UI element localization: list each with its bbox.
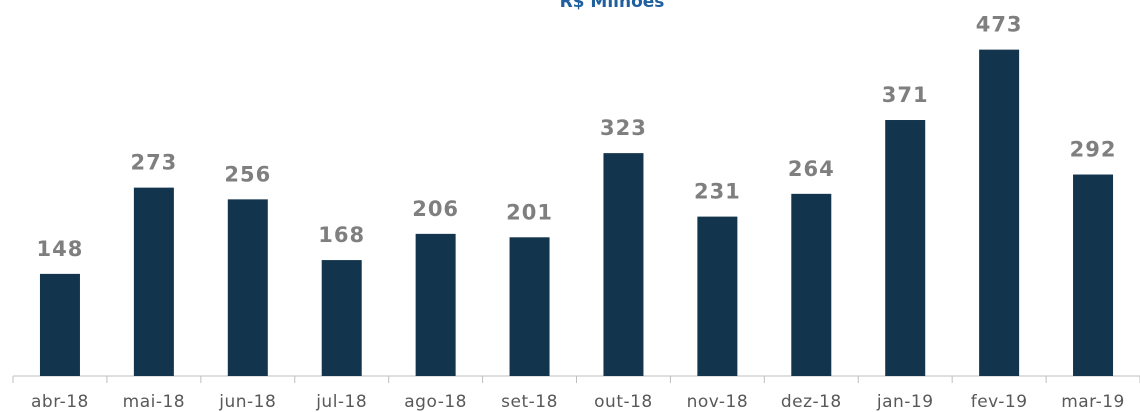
bar [603,153,644,376]
value-label: 256 [224,162,271,186]
bar [321,260,362,376]
value-label: 292 [1070,138,1117,162]
bar [415,233,456,376]
bar [885,120,926,376]
value-label: 371 [882,83,929,107]
x-tick-label: abr-18 [31,392,89,412]
x-tick-label: out-18 [594,392,653,412]
value-label: 201 [506,200,553,224]
bar [509,237,550,376]
value-label: 473 [976,13,1023,37]
x-tick-label: jul-18 [315,392,367,412]
value-label: 148 [37,237,84,261]
x-tick-label: set-18 [501,392,558,412]
x-tick-label: mai-18 [123,392,185,412]
x-tick-label: dez-18 [781,392,842,412]
x-tick-label: nov-18 [687,392,749,412]
x-tick-label: mar-19 [1061,392,1125,412]
bar [791,193,832,376]
bar [133,187,174,376]
x-tick-label: fev-19 [971,392,1028,412]
value-label: 323 [600,116,647,140]
x-tick-label: ago-18 [404,392,467,412]
value-label: 264 [788,157,835,181]
value-label: 206 [412,197,459,221]
bar [39,273,80,376]
bar [227,199,268,376]
bar [979,49,1020,376]
value-label: 273 [130,151,177,175]
x-tick-label: jan-19 [876,392,934,412]
chart-title: R$ Milhões [560,0,665,12]
bar [697,216,738,376]
value-label: 168 [318,223,365,247]
value-label: 231 [694,180,741,204]
bar [1073,174,1114,376]
x-tick-label: jun-18 [218,392,276,412]
